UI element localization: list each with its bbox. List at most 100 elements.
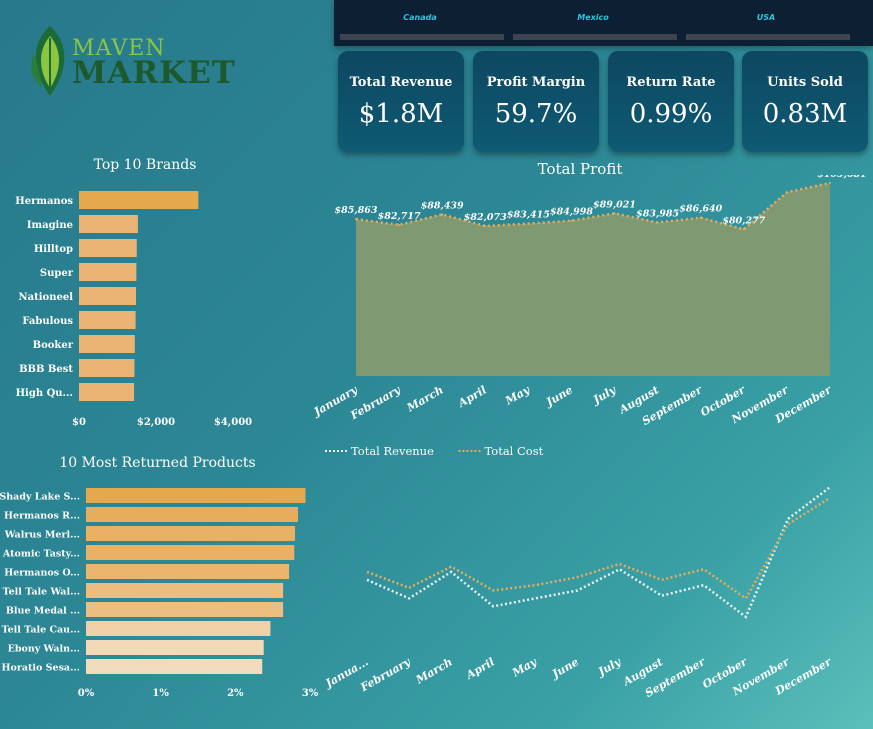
kpi-value: $1.8M [358, 99, 444, 129]
top-brands-bar-chart: Hermanos Imagine Hilltop Super Nationeel Fabu… [15, 191, 252, 428]
category-label: Walrus Merl... [4, 530, 80, 541]
data-label: $82,073 [464, 212, 507, 223]
category-label: Hermanos O... [4, 568, 80, 579]
category-label: High Qu... [16, 388, 73, 399]
x-tick-label: 3% [302, 688, 319, 699]
data-label: $85,863 [335, 205, 378, 216]
profit-chart-title: Total Profit [537, 160, 623, 178]
country-selector-bar [686, 34, 850, 40]
data-point [656, 221, 659, 224]
bar [79, 191, 199, 209]
data-label: $105,681 [817, 175, 867, 180]
category-label: Atomic Tasty... [2, 549, 80, 560]
returns-chart-title: 10 Most Returned Products [59, 455, 256, 471]
bar [79, 311, 136, 329]
cost-line [366, 496, 831, 601]
country-label: USA [756, 13, 776, 22]
kpi-value: 0.99% [629, 99, 713, 129]
country-label: Mexico [577, 13, 609, 22]
country-tab-usa[interactable]: USA [680, 0, 852, 46]
country-selector-bar [340, 34, 504, 40]
category-label: Hilltop [34, 244, 73, 255]
data-label: $86,640 [679, 204, 722, 215]
bar [86, 602, 284, 617]
data-point [527, 222, 530, 225]
kpi-card-return-rate: Return Rate 0.99% [608, 51, 734, 152]
bar [79, 215, 138, 233]
chart-legend: Total Revenue Total Cost [325, 444, 544, 458]
revenue-line [366, 486, 831, 619]
country-tab-mexico[interactable]: Mexico [507, 0, 679, 46]
legend-label: Total Revenue [351, 444, 434, 458]
x-tick-label: May [502, 383, 533, 408]
data-label: $88,439 [421, 200, 464, 211]
bar [86, 621, 271, 636]
x-tick-label: March [404, 383, 446, 415]
data-point [699, 216, 702, 219]
x-tick-label: June [542, 383, 575, 409]
data-point [484, 225, 487, 228]
kpi-label: Units Sold [767, 75, 843, 90]
data-label: $83,415 [507, 210, 550, 221]
x-tick-label: May [509, 655, 540, 680]
kpi-card-total-revenue: Total Revenue $1.8M [338, 51, 464, 152]
x-tick-label: 1% [152, 688, 169, 699]
kpi-card-profit-margin: Profit Margin 59.7% [473, 51, 599, 152]
maven-market-logo: MAVEN MARKET [28, 24, 238, 100]
profit-area [356, 182, 830, 376]
data-point [570, 219, 573, 222]
data-label: $84,998 [550, 207, 593, 218]
bar [79, 383, 135, 401]
category-label: Tell Tale Cau... [2, 625, 80, 636]
data-label: $83,985 [636, 209, 679, 220]
bar [86, 507, 299, 522]
x-tick-label: April [455, 383, 489, 410]
bar [79, 335, 135, 353]
bar [86, 488, 306, 503]
data-point [742, 228, 745, 231]
logo-text-market: MARKET [72, 55, 236, 91]
x-tick-label: February [348, 383, 404, 423]
total-profit-area-chart: $85,863$82,717$88,439$82,073 $83,415 $84,9… [310, 175, 867, 428]
kpi-label: Profit Margin [486, 75, 586, 90]
x-tick-label: $4,000 [214, 417, 252, 428]
category-label: Ebony Waln... [8, 644, 80, 655]
category-label: Super [40, 268, 74, 279]
country-tab-canada[interactable]: Canada [334, 0, 506, 46]
data-point [785, 191, 788, 194]
bar [86, 583, 284, 598]
bar [86, 640, 264, 655]
x-tick-label: July [594, 655, 624, 680]
country-slicer: Canada Mexico USA [334, 0, 873, 46]
bar [86, 526, 296, 541]
category-label: Nationeel [18, 292, 73, 303]
data-point [829, 181, 831, 184]
kpi-label: Total Revenue [349, 75, 453, 90]
data-point [613, 212, 616, 215]
kpi-card-units-sold: Units Sold 0.83M [742, 51, 868, 152]
category-label: Horatio Sesa... [2, 663, 80, 674]
data-label: $89,021 [593, 199, 636, 210]
category-label: Blue Medal ... [6, 606, 80, 617]
category-label: Hermanos R... [4, 511, 80, 522]
bar [79, 263, 137, 281]
category-label: Tell Tale Wal... [3, 587, 80, 598]
category-label: Shady Lake S... [0, 492, 80, 503]
x-tick-label: $2,000 [137, 417, 175, 428]
category-label: Fabulous [22, 316, 73, 327]
category-label: BBB Best [19, 364, 73, 375]
bar [79, 239, 137, 257]
x-tick-label: April [463, 655, 497, 682]
legend-label: Total Cost [485, 444, 544, 458]
data-label: $82,717 [378, 211, 421, 222]
data-point [441, 213, 444, 216]
x-tick-label: $0 [72, 417, 86, 428]
profit-line [355, 181, 831, 231]
logo-text-maven: MAVEN [72, 36, 166, 61]
x-tick-label: 2% [227, 688, 244, 699]
bar [79, 359, 135, 377]
x-tick-label: March [413, 655, 455, 687]
category-label: Hermanos [15, 196, 73, 207]
data-point [355, 218, 357, 221]
